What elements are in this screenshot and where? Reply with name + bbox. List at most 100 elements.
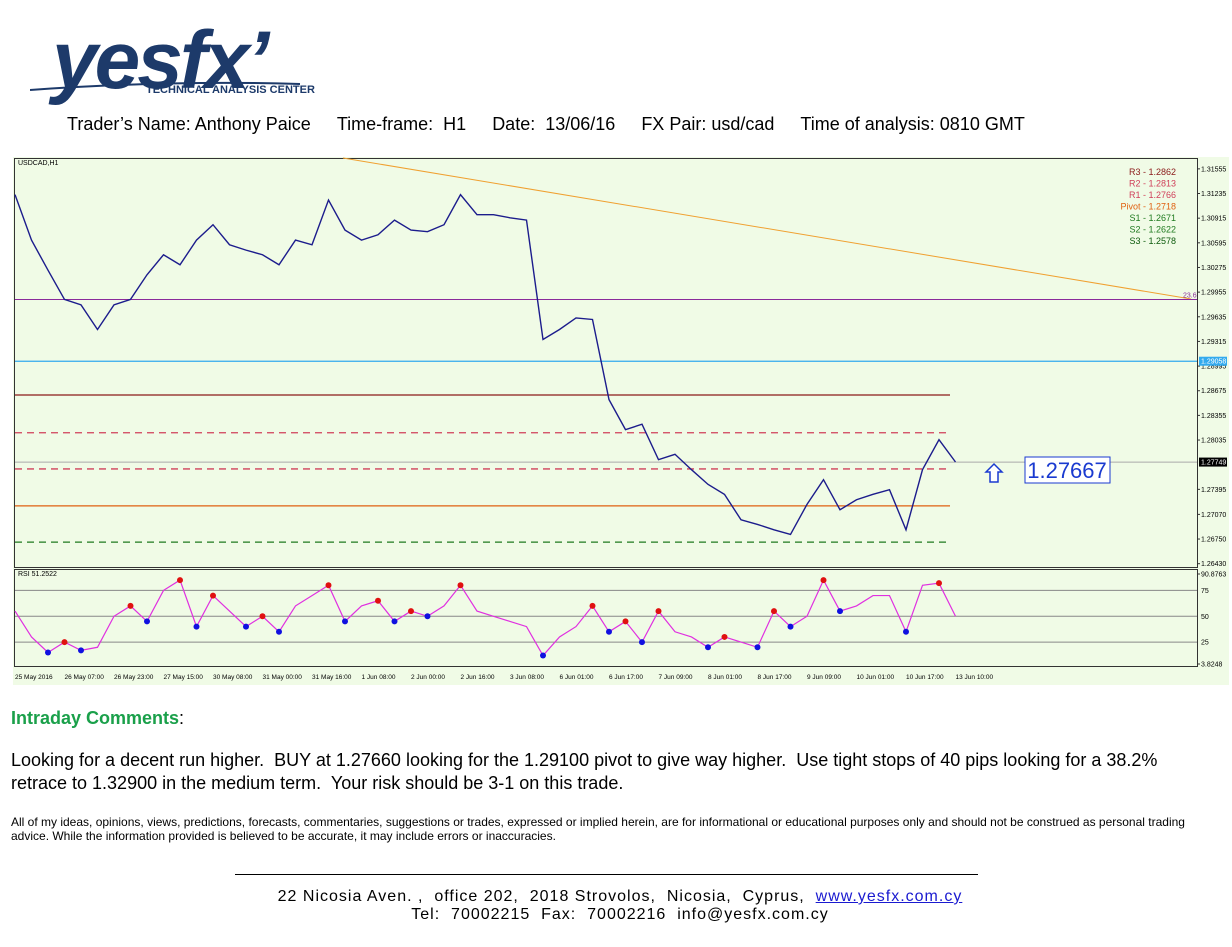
x-tick-label: 26 May 23:00 xyxy=(114,674,154,681)
price-line xyxy=(14,193,957,536)
header-fields: Trader’s Name: Anthony Paice Time-frame:… xyxy=(67,114,1025,135)
annotation: 1.27667 xyxy=(1027,458,1107,483)
pivot-legend: S1 - 1.2671 xyxy=(1129,213,1176,223)
y-tick-label: 1.31235 xyxy=(1201,191,1226,198)
rsi-extreme-dot xyxy=(771,608,777,615)
x-tick-label: 6 Jun 17:00 xyxy=(609,674,643,681)
disclaimer: All of my ideas, opinions, views, predic… xyxy=(11,815,1185,843)
field-label: FX Pair: xyxy=(641,114,707,134)
annotation-box xyxy=(1024,456,1111,484)
x-tick-label: 31 May 16:00 xyxy=(312,674,352,681)
rsi-extreme-dot xyxy=(127,602,134,609)
current-price: 1.27749 xyxy=(1201,460,1226,467)
pivot-legend: R1 - 1.2766 xyxy=(1129,190,1176,200)
pivot-legend: S3 - 1.2578 xyxy=(1129,236,1176,246)
rsi-tick-label: 3.8248 xyxy=(1201,662,1223,669)
footer: 22 Nicosia Aven. , office 202, 2018 Stro… xyxy=(0,888,1232,924)
rsi-extreme-dot xyxy=(705,644,711,651)
x-tick-label: 8 Jun 17:00 xyxy=(758,674,792,681)
footer-rule xyxy=(235,874,978,875)
x-tick-label: 13 Jun 10:00 xyxy=(956,674,994,681)
rsi-extreme-dot xyxy=(276,628,282,635)
rsi-tick-label: 50 xyxy=(1201,614,1209,621)
y-tick-label: 1.27070 xyxy=(1201,512,1226,519)
x-tick-label: 2 Jun 16:00 xyxy=(461,674,495,681)
website-link[interactable]: www.yesfx.com.cy xyxy=(815,888,963,905)
x-tick-label: 9 Jun 09:00 xyxy=(807,674,841,681)
comments-heading: Intraday Comments: xyxy=(11,708,184,729)
field-value: 0810 GMT xyxy=(939,114,1025,134)
rsi-extreme-dot xyxy=(45,649,51,656)
logo-tagline: TECHNICAL ANALYSIS CENTER xyxy=(146,84,315,96)
support-price-box xyxy=(1199,356,1227,366)
y-tick-label: 1.29635 xyxy=(1201,314,1226,321)
chart-title: USDCAD,H1 xyxy=(18,160,59,167)
current-price-box xyxy=(1199,457,1227,467)
rsi-extreme-dot xyxy=(903,628,909,635)
heading-punct: : xyxy=(179,708,185,728)
x-tick-label: 3 Jun 08:00 xyxy=(510,674,544,681)
rsi-extreme-dot xyxy=(721,633,728,640)
rsi-extreme-dot xyxy=(622,618,629,625)
y-tick-label: 1.29955 xyxy=(1201,290,1226,297)
field-label: Date: xyxy=(492,114,536,134)
rsi-extreme-dot xyxy=(375,597,381,604)
rsi-extreme-dot xyxy=(424,613,431,620)
trend-line xyxy=(342,157,1192,300)
x-tick-label: 30 May 08:00 xyxy=(213,674,253,681)
rsi-extreme-dot xyxy=(259,613,266,620)
field: Time-frame: H1 xyxy=(337,114,466,135)
field: FX Pair: usd/cad xyxy=(641,114,774,135)
rsi-extreme-dot xyxy=(177,577,183,584)
rsi-extreme-dot xyxy=(325,582,332,589)
x-tick-label: 27 May 15:00 xyxy=(164,674,204,681)
rsi-extreme-dot xyxy=(342,618,348,625)
field: Trader’s Name: Anthony Paice xyxy=(67,114,311,135)
x-tick-label: 10 Jun 17:00 xyxy=(906,674,944,681)
field-label: Time-frame: xyxy=(336,114,434,134)
y-tick-label: 1.28675 xyxy=(1201,388,1226,395)
rsi-extreme-dot xyxy=(589,602,596,609)
contact: Tel: 70002215 Fax: 70002216 info@yesfx.c… xyxy=(411,906,829,923)
x-tick-label: 2 Jun 00:00 xyxy=(411,674,445,681)
price-panel xyxy=(14,158,1198,568)
y-tick-label: 1.30915 xyxy=(1201,216,1226,223)
fib-label: 23.6 xyxy=(1183,292,1197,299)
rsi-title: RSI 51.2522 xyxy=(18,571,57,578)
y-tick-label: 1.30275 xyxy=(1201,265,1226,272)
y-tick-label: 1.26750 xyxy=(1201,537,1226,544)
x-tick-label: 26 May 07:00 xyxy=(65,674,105,681)
field: Date: 13/06/16 xyxy=(492,114,615,135)
y-tick-label: 1.31555 xyxy=(1201,166,1226,173)
y-tick-label: 1.28035 xyxy=(1201,438,1226,445)
y-tick-label: 1.28355 xyxy=(1201,413,1226,420)
x-tick-label: 6 Jun 01:00 xyxy=(560,674,594,681)
up-arrow xyxy=(984,462,1004,483)
pivot-legend: Pivot - 1.2718 xyxy=(1120,202,1176,212)
y-tick-label: 1.27395 xyxy=(1201,487,1226,494)
y-tick-label: 1.30595 xyxy=(1201,240,1226,247)
field-value: usd/cad xyxy=(711,114,775,134)
y-tick-label: 1.26430 xyxy=(1201,561,1226,568)
field-value: H1 xyxy=(443,114,467,134)
pivot-legend: R3 - 1.2862 xyxy=(1129,167,1176,177)
pivot-legend: R2 - 1.2813 xyxy=(1129,179,1176,189)
rsi-extreme-dot xyxy=(639,639,645,646)
field-label: Trader’s Name: xyxy=(67,114,191,134)
rsi-panel xyxy=(14,569,1198,667)
x-tick-label: 7 Jun 09:00 xyxy=(659,674,693,681)
rsi-extreme-dot xyxy=(61,639,68,646)
rsi-tick-label: 25 xyxy=(1201,640,1209,647)
rsi-extreme-dot xyxy=(754,644,761,651)
rsi-extreme-dot xyxy=(787,623,794,630)
rsi-extreme-dot xyxy=(837,608,843,615)
field-value: 13/06/16 xyxy=(545,114,616,134)
chart: USDCAD,H1 RSI 51.2522 1.31555 1.31235 1.30… xyxy=(13,157,1229,685)
rsi-extreme-dot xyxy=(144,618,150,625)
field-value: Anthony Paice xyxy=(194,114,311,134)
x-tick-label: 25 May 2016 xyxy=(15,674,53,681)
address: 22 Nicosia Aven. , office 202, 2018 Stro… xyxy=(277,888,805,905)
rsi-tick-label: 90.8763 xyxy=(1201,572,1226,579)
logo: yesfx’ xyxy=(52,15,270,106)
